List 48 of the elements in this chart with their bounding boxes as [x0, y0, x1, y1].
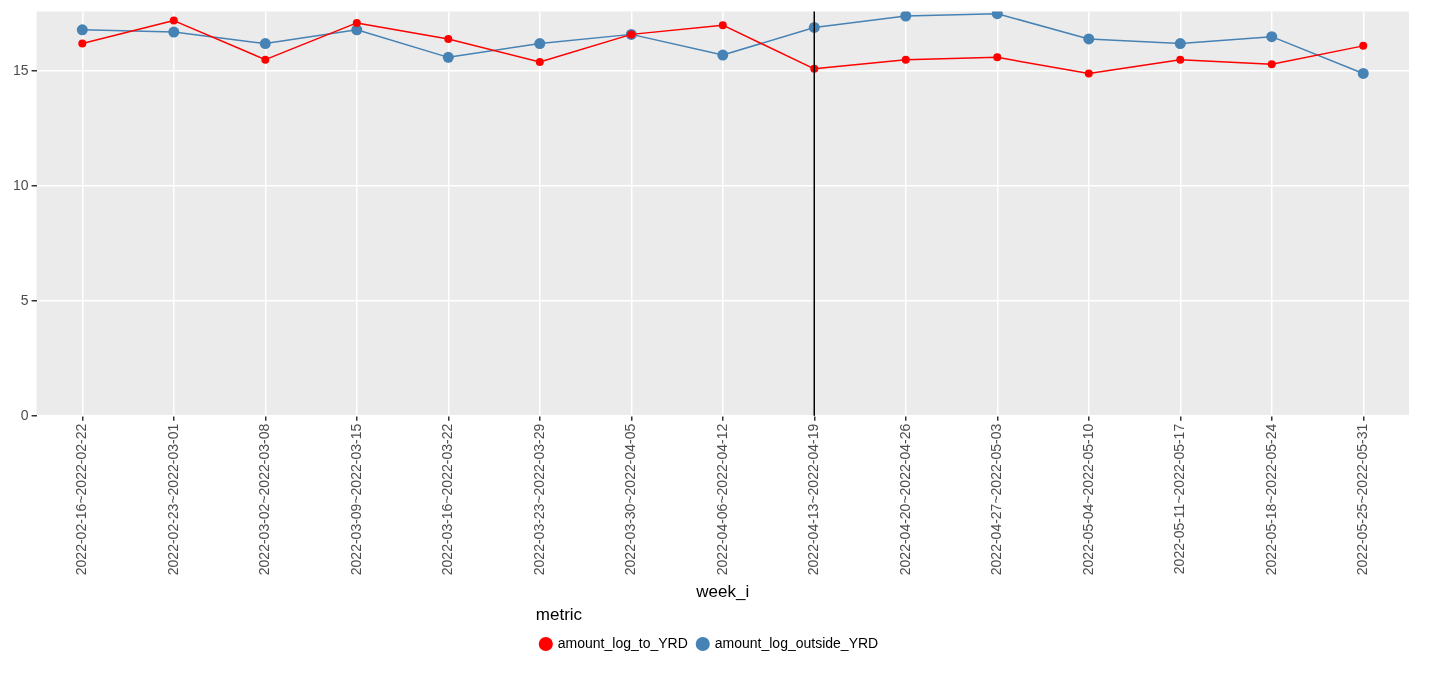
point	[442, 51, 454, 63]
y-tick-label: 0	[20, 406, 29, 423]
x-tick-label: 2022-04-06~2022-04-12	[713, 423, 730, 576]
point	[352, 18, 361, 27]
point	[534, 38, 546, 50]
point	[991, 11, 1003, 20]
point	[717, 49, 729, 61]
x-tick-label: 2022-03-02~2022-03-08	[256, 423, 273, 576]
x-axis-title: week_i	[695, 582, 750, 602]
point	[1359, 41, 1368, 50]
x-tick-label: 2022-03-30~2022-04-05	[622, 423, 639, 576]
point	[718, 21, 727, 30]
point	[1174, 38, 1186, 50]
x-tick-label: 2022-03-23~2022-03-29	[530, 423, 547, 576]
x-tick-label: 2022-05-04~2022-05-10	[1079, 423, 1096, 576]
x-tick-label: 2022-05-25~2022-05-31	[1354, 423, 1371, 576]
point	[78, 39, 87, 48]
point	[901, 55, 910, 64]
point	[169, 16, 178, 25]
x-tick-label: 2022-04-13~2022-04-19	[805, 423, 822, 576]
point	[444, 34, 453, 43]
point	[1083, 33, 1095, 45]
y-tick-label: 15	[12, 62, 29, 78]
point	[535, 57, 544, 66]
point	[1266, 31, 1278, 43]
point	[261, 55, 270, 64]
legend-label: amount_log_to_YRD	[557, 634, 688, 651]
legend-label: amount_log_outside_YRD	[714, 634, 879, 651]
y-tick-label: 10	[12, 176, 29, 193]
x-tick-label: 2022-02-23~2022-03-01	[164, 423, 181, 576]
legend-title: metric	[535, 604, 583, 624]
x-tick-label: 2022-04-27~2022-05-03	[988, 423, 1005, 576]
x-tick-label: 2022-05-11~2022-05-17	[1171, 423, 1188, 575]
x-tick-label: 2022-05-18~2022-05-24	[1262, 423, 1279, 576]
point	[900, 11, 912, 22]
point	[1084, 69, 1093, 78]
point	[1267, 60, 1276, 69]
point	[993, 53, 1002, 62]
y-tick-label: 5	[20, 291, 29, 308]
x-tick-label: 2022-02-16~2022-02-22	[73, 423, 90, 576]
point	[76, 24, 88, 36]
x-tick-label: 2022-04-20~2022-04-26	[896, 423, 913, 576]
point	[259, 38, 271, 50]
point	[1357, 67, 1369, 79]
x-tick-label: 2022-03-09~2022-03-15	[347, 423, 364, 576]
x-tick-label: 2022-03-16~2022-03-22	[439, 423, 456, 576]
point	[168, 26, 180, 38]
point	[1176, 55, 1185, 64]
